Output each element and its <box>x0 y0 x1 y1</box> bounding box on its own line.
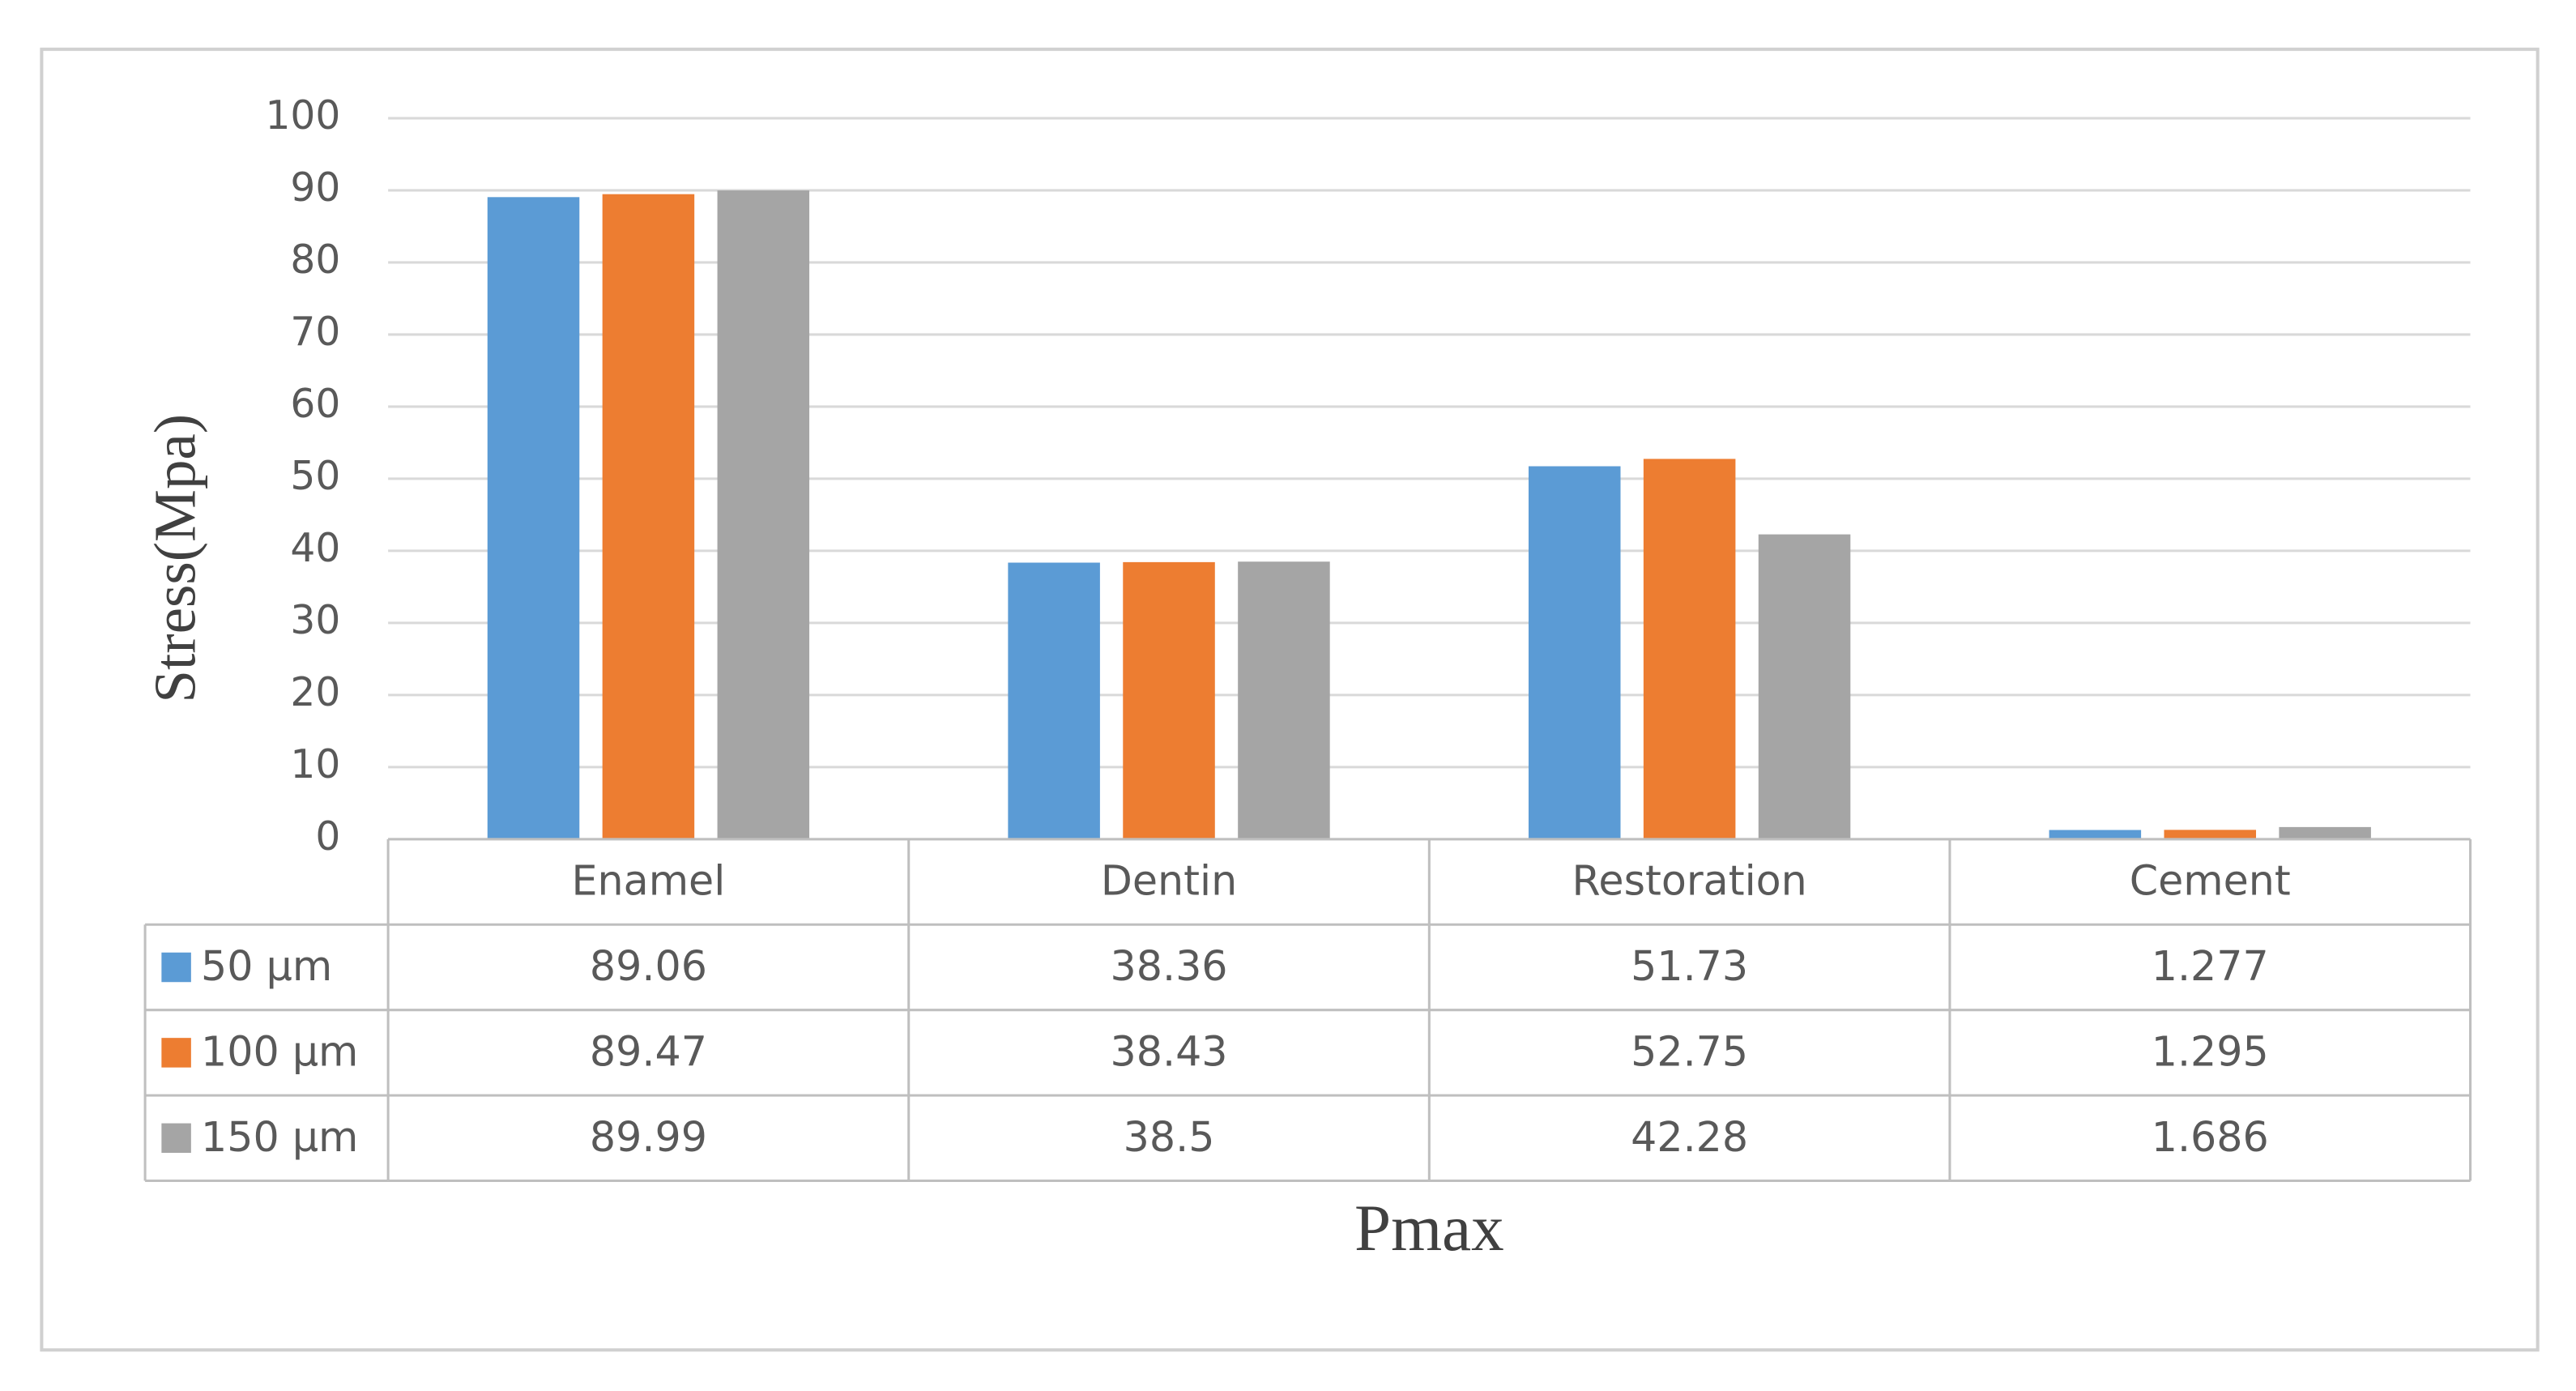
bar <box>602 194 695 839</box>
y-tick-label: 10 <box>290 742 340 787</box>
table-value: 38.43 <box>1111 1027 1228 1075</box>
y-tick-label: 90 <box>290 165 340 211</box>
table-value: 1.295 <box>2152 1027 2269 1075</box>
y-tick-label: 30 <box>290 598 340 643</box>
table-value: 38.36 <box>1111 942 1228 990</box>
y-tick-label: 100 <box>265 93 340 139</box>
bar <box>1528 466 1621 839</box>
y-tick-label: 70 <box>290 309 340 355</box>
y-tick-label: 60 <box>290 382 340 427</box>
table-value: 1.277 <box>2152 942 2269 990</box>
legend-swatch <box>161 1038 191 1068</box>
y-tick-label: 20 <box>290 670 340 715</box>
bar <box>487 197 580 839</box>
table-value: 51.73 <box>1631 942 1748 990</box>
table-value: 42.28 <box>1631 1113 1748 1161</box>
table-value: 89.06 <box>590 942 707 990</box>
bar <box>1643 459 1736 839</box>
bar <box>1238 561 1330 839</box>
x-axis-label: Pmax <box>1354 1192 1504 1265</box>
table-value: 1.686 <box>2152 1113 2269 1161</box>
x-tick-label: Dentin <box>1101 857 1237 905</box>
legend-label: 150 µm <box>201 1113 358 1161</box>
bar <box>2164 830 2257 839</box>
table-value: 38.5 <box>1124 1113 1215 1161</box>
table-value: 52.75 <box>1631 1027 1748 1075</box>
x-tick-label: Restoration <box>1572 857 1807 905</box>
y-tick-label: 80 <box>290 237 340 283</box>
table-value: 89.47 <box>590 1027 707 1075</box>
legend-swatch <box>161 1123 191 1154</box>
bar <box>2279 826 2371 839</box>
y-tick-label: 0 <box>315 814 340 860</box>
legend-label: 100 µm <box>201 1027 358 1075</box>
y-axis-label: Stress(Mpa) <box>142 414 207 703</box>
bar <box>2049 830 2142 839</box>
bar <box>1008 562 1100 839</box>
y-tick-label: 50 <box>290 454 340 499</box>
x-tick-label: Cement <box>2130 857 2291 905</box>
x-tick-label: Enamel <box>572 857 726 905</box>
table-value: 89.99 <box>590 1113 707 1161</box>
legend-label: 50 µm <box>201 942 332 990</box>
bar <box>1123 561 1215 839</box>
y-tick-label: 40 <box>290 526 340 571</box>
bar <box>717 190 810 839</box>
legend-swatch <box>161 952 191 983</box>
bar <box>1758 534 1851 839</box>
